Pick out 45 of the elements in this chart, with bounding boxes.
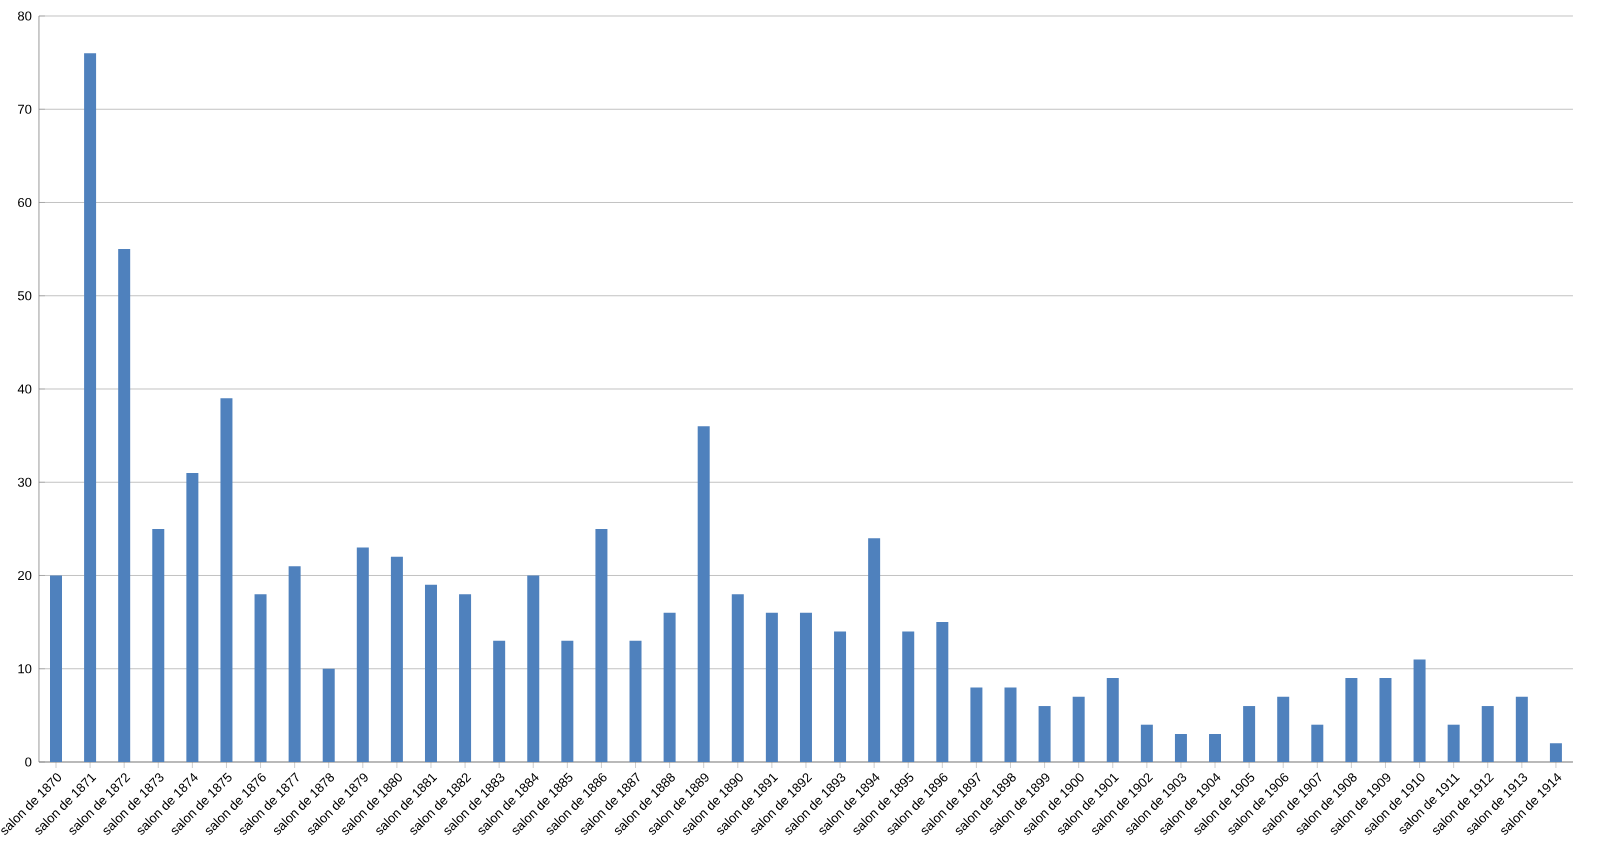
bar — [356, 547, 369, 762]
bar — [1515, 696, 1528, 762]
bar — [1072, 696, 1085, 762]
bar — [1447, 724, 1460, 762]
bar — [629, 640, 642, 762]
bar — [1379, 678, 1392, 762]
bar — [84, 53, 97, 762]
bar — [731, 594, 744, 762]
bar — [1413, 659, 1426, 762]
bar — [1038, 706, 1051, 762]
bar — [527, 575, 540, 762]
bar — [595, 528, 608, 762]
bar — [186, 472, 199, 762]
bar — [1140, 724, 1153, 762]
bar — [970, 687, 983, 762]
bar — [902, 631, 915, 762]
bar — [152, 528, 165, 762]
bar — [936, 622, 949, 762]
bar — [663, 612, 676, 762]
bar — [1549, 743, 1562, 762]
bar — [834, 631, 847, 762]
bar — [254, 594, 267, 762]
bar — [1106, 678, 1119, 762]
bar — [424, 584, 437, 762]
bar — [561, 640, 574, 762]
bar — [1174, 734, 1187, 762]
bar — [322, 668, 335, 762]
bar — [868, 538, 881, 762]
bar — [288, 566, 301, 762]
bar — [799, 612, 812, 762]
bar — [697, 426, 710, 762]
bar — [1311, 724, 1324, 762]
bar — [1481, 706, 1494, 762]
bar — [1004, 687, 1017, 762]
bar — [765, 612, 778, 762]
bar — [1243, 706, 1256, 762]
bar — [1345, 678, 1358, 762]
bar — [390, 556, 403, 762]
bar — [459, 594, 472, 762]
bar — [1277, 696, 1290, 762]
bar — [220, 398, 233, 762]
bar — [118, 249, 131, 762]
bar — [1209, 734, 1222, 762]
bar — [493, 640, 506, 762]
bar — [50, 575, 63, 762]
